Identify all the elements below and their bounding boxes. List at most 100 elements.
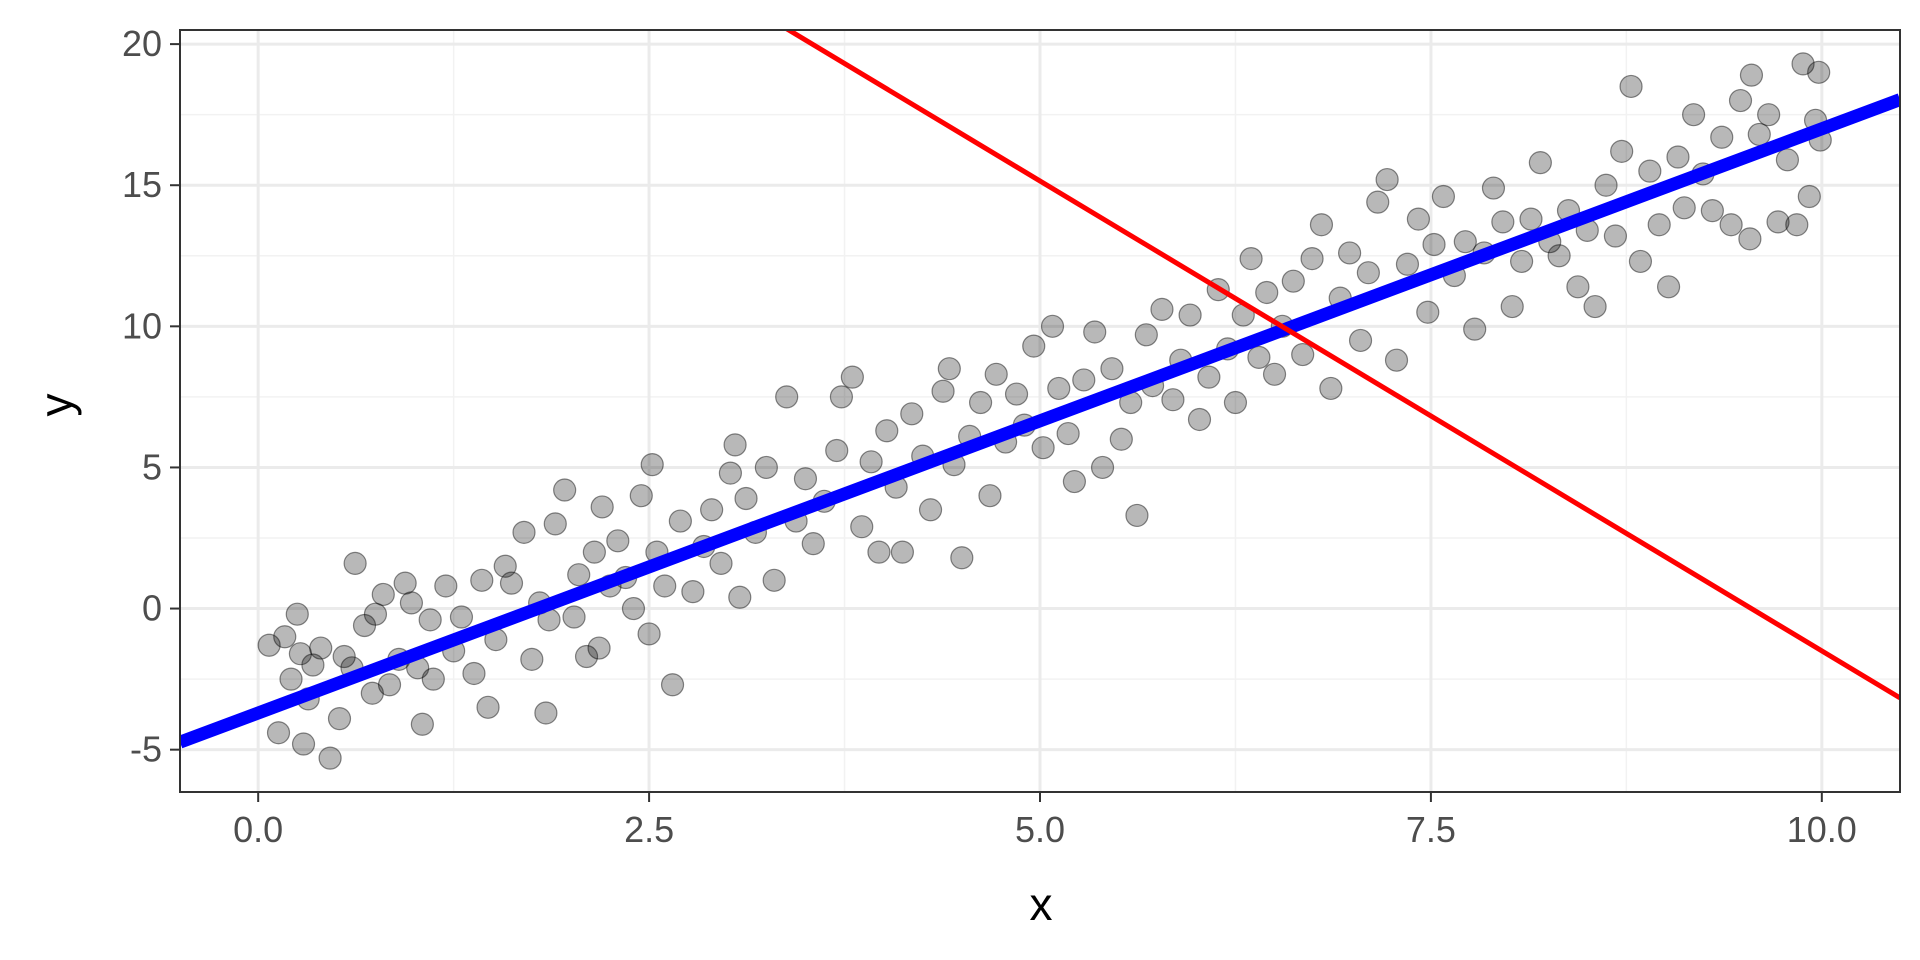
data-point bbox=[890, 540, 915, 564]
data-point bbox=[968, 390, 993, 415]
data-point bbox=[343, 551, 367, 576]
data-point bbox=[360, 681, 384, 705]
data-point bbox=[840, 365, 864, 389]
data-point bbox=[801, 532, 825, 556]
x-tick-label: 10.0 bbox=[1787, 809, 1857, 850]
data-point bbox=[1491, 210, 1515, 234]
y-tick-label: 5 bbox=[142, 446, 162, 487]
data-point bbox=[301, 653, 325, 677]
data-point bbox=[279, 667, 303, 691]
data-point bbox=[637, 622, 661, 646]
data-point bbox=[1583, 294, 1607, 319]
data-point bbox=[1291, 342, 1315, 367]
data-point bbox=[493, 554, 517, 578]
y-tick-label: 20 bbox=[122, 23, 162, 64]
data-point bbox=[352, 613, 377, 638]
data-point bbox=[723, 433, 747, 457]
data-point bbox=[1281, 269, 1305, 293]
data-point bbox=[1047, 376, 1071, 401]
data-point bbox=[309, 636, 333, 660]
data-point bbox=[1161, 388, 1185, 412]
data-point bbox=[449, 605, 474, 629]
data-point bbox=[1178, 303, 1202, 327]
data-point bbox=[1738, 227, 1762, 251]
y-tick-label: 10 bbox=[122, 305, 162, 346]
data-point bbox=[918, 498, 943, 522]
data-point bbox=[1453, 230, 1477, 254]
data-point bbox=[931, 379, 955, 403]
data-point bbox=[867, 540, 891, 564]
data-point bbox=[1791, 52, 1815, 76]
data-point bbox=[371, 582, 395, 607]
data-point bbox=[1090, 455, 1115, 480]
data-point bbox=[718, 461, 743, 485]
data-point bbox=[1223, 390, 1248, 415]
data-point bbox=[1100, 357, 1124, 381]
data-point bbox=[850, 515, 874, 539]
grid bbox=[180, 30, 1900, 792]
data-point bbox=[418, 608, 442, 632]
data-point bbox=[399, 591, 424, 615]
x-tick-label: 2.5 bbox=[624, 809, 674, 850]
data-point bbox=[421, 667, 445, 691]
data-point bbox=[1300, 247, 1324, 271]
data-point bbox=[1004, 382, 1029, 406]
data-point bbox=[950, 546, 974, 570]
data-point bbox=[709, 551, 733, 576]
data-point bbox=[377, 673, 402, 697]
y-tick-label: 0 bbox=[142, 588, 162, 629]
data-point bbox=[318, 746, 342, 770]
data-point bbox=[476, 695, 500, 719]
data-point bbox=[1384, 348, 1409, 372]
data-point bbox=[978, 484, 1002, 508]
data-point bbox=[1700, 199, 1724, 223]
data-point bbox=[1807, 60, 1831, 84]
data-point bbox=[582, 540, 606, 564]
data-point bbox=[621, 596, 646, 621]
data-point bbox=[1719, 213, 1743, 237]
data-point bbox=[470, 568, 494, 592]
data-point bbox=[393, 571, 417, 595]
data-point bbox=[1785, 213, 1809, 237]
data-point bbox=[775, 385, 799, 409]
data-point bbox=[606, 529, 630, 553]
data-point bbox=[754, 455, 778, 480]
data-point bbox=[363, 602, 388, 626]
data-point bbox=[1672, 196, 1696, 220]
data-point bbox=[288, 642, 312, 666]
data-point bbox=[1083, 320, 1107, 344]
x-axis: 0.0 2.5 5.0 7.5 10.0 bbox=[233, 792, 1857, 850]
data-point bbox=[1356, 261, 1380, 285]
data-point bbox=[640, 453, 664, 477]
data-point bbox=[1519, 207, 1543, 231]
data-point bbox=[1422, 232, 1446, 257]
data-point bbox=[553, 478, 577, 502]
data-point bbox=[1766, 210, 1790, 234]
data-point bbox=[1747, 122, 1771, 147]
data-point bbox=[562, 605, 586, 629]
data-point bbox=[257, 633, 281, 657]
data-point bbox=[660, 673, 685, 697]
data-point bbox=[520, 647, 544, 671]
y-axis-title: y bbox=[30, 394, 82, 417]
data-point bbox=[1056, 421, 1080, 446]
data-point bbox=[1710, 125, 1734, 149]
x-tick-label: 5.0 bbox=[1015, 809, 1065, 850]
data-point bbox=[590, 495, 614, 519]
data-point bbox=[734, 486, 758, 511]
y-tick-label: -5 bbox=[130, 729, 162, 770]
data-point bbox=[1797, 184, 1821, 209]
y-tick-label: 15 bbox=[122, 164, 162, 205]
data-point bbox=[1134, 323, 1158, 347]
data-point bbox=[1395, 252, 1420, 276]
data-point bbox=[1628, 249, 1653, 274]
data-point bbox=[1309, 213, 1334, 237]
data-point bbox=[1255, 280, 1279, 305]
data-point bbox=[1481, 176, 1506, 200]
data-point bbox=[1656, 275, 1681, 299]
data-point bbox=[1757, 103, 1781, 127]
data-point bbox=[653, 574, 677, 598]
data-point bbox=[681, 580, 705, 604]
data-point bbox=[332, 644, 356, 669]
